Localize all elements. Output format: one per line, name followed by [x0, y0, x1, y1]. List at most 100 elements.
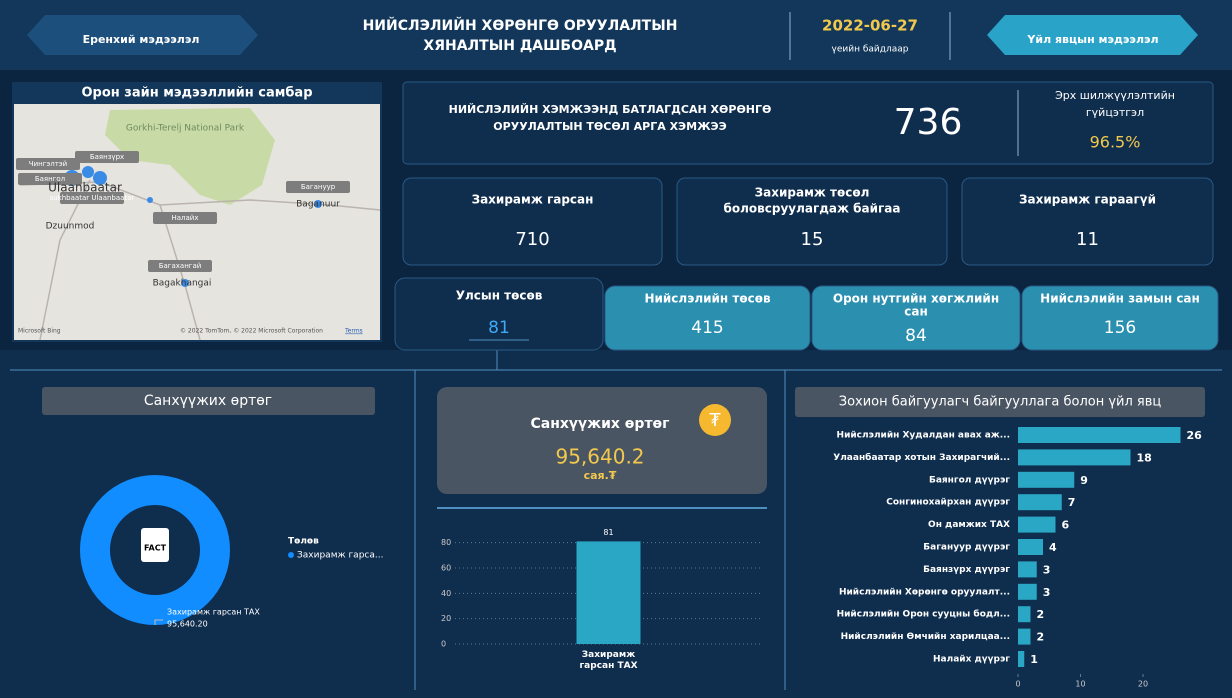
coin-symbol: ₮	[709, 410, 721, 431]
map-label: Baganuur	[296, 200, 340, 210]
legend-title: Төлөв	[288, 537, 319, 547]
tab-label: сан	[904, 305, 928, 319]
y-tick-label: Нийслэлийн Өмчийн харилцаа...	[841, 632, 1010, 642]
y-tick-label: Он дамжих ТАХ	[928, 520, 1010, 530]
map-brand: Microsoft Bing	[18, 328, 61, 335]
kpi-value: 710	[515, 229, 549, 250]
y-tick-label: Багануур дүүрэг	[923, 543, 1010, 553]
kpi-card	[403, 178, 662, 265]
kpi-label: Захирамж төсөл	[755, 186, 870, 200]
bar	[1018, 584, 1037, 600]
date-caption: үеийн байдлаар	[832, 45, 909, 55]
tab-value: 415	[691, 318, 723, 338]
value-label: 1	[1030, 653, 1038, 666]
kpi-card	[962, 178, 1213, 265]
y-tick-label: 0	[441, 640, 446, 649]
tab-label: Нийслэлийн төсөв	[644, 292, 771, 306]
value-label: 6	[1062, 519, 1070, 532]
x-tick-label: 20	[1138, 680, 1148, 689]
cost-title: Санхүүжих өртөг	[530, 416, 669, 432]
y-tick-label: Налайх дүүрэг	[933, 655, 1010, 665]
bar	[1018, 629, 1031, 645]
map-label: sukhbaatar Ulaanbaatar	[50, 194, 135, 202]
tab-value: 84	[905, 326, 927, 346]
map-label: Dzuunmod	[46, 222, 95, 232]
value-label: 9	[1080, 474, 1088, 487]
y-tick-label: Нийслэлийн Орон сууцны бодл...	[837, 609, 1010, 620]
map-label: Баянзүрх	[90, 153, 124, 161]
summary-label: НИЙСЛЭЛИЙН ХЭМЖЭЭНД БАТЛАГДСАН ХӨРӨНГӨ	[449, 103, 772, 116]
dashboard-title: ХЯНАЛТЫН ДАШБОАРД	[423, 38, 616, 54]
y-tick-label: Баянгол дүүрэг	[929, 475, 1010, 485]
map-credit: © 2022 TomTom, © 2022 Microsoft Corporat…	[180, 328, 323, 335]
cost-value: 95,640.2	[555, 445, 644, 469]
map-label: Багахангай	[159, 262, 202, 270]
value-label: 4	[1049, 541, 1057, 554]
summary-value: 736	[894, 102, 963, 143]
value-label: 26	[1187, 429, 1203, 442]
map-label: Чингэлтэй	[29, 160, 67, 168]
report-date: 2022-06-27	[822, 17, 918, 35]
y-tick-label: 80	[441, 538, 451, 547]
value-label: 3	[1043, 563, 1051, 576]
value-label: 7	[1068, 496, 1076, 509]
nav-label[interactable]: Үйл явцын мэдээлэл	[1026, 33, 1158, 46]
panel-title: Зохион байгуулагч байгууллага болон үйл …	[839, 395, 1162, 410]
legend-entry: Захирамж гарса...	[297, 551, 383, 561]
x-tick-label: Захирамж гарсан ТАХ	[579, 650, 639, 672]
bar	[1018, 517, 1056, 533]
map-terms[interactable]: Terms	[344, 328, 363, 335]
fact-text: FACT	[144, 544, 167, 553]
rate-value: 96.5%	[1090, 133, 1141, 152]
tab-label: Орон нутгийн хөгжлийн	[833, 292, 999, 306]
map-label: Налайх	[171, 214, 198, 222]
dashboard-title: НИЙСЛЭЛИЙН ХӨРӨНГӨ ОРУУЛАЛТЫН	[363, 17, 678, 34]
x-tick-label: 0	[1015, 680, 1020, 689]
kpi-label: Захирамж гарсан	[472, 193, 594, 207]
bar	[1018, 472, 1074, 488]
value-label: 3	[1043, 586, 1051, 599]
y-tick-label: Баянзүрх дүүрэг	[923, 565, 1010, 575]
kpi-label: боловсруулагдаж байгаа	[723, 202, 900, 216]
bar	[1018, 606, 1031, 622]
tab-label: Улсын төсөв	[456, 289, 543, 303]
y-tick-label: Нийслэлийн Хөрөнгө оруулалт...	[839, 587, 1010, 597]
y-tick-label: 20	[441, 614, 451, 623]
x-tick-label: 10	[1075, 680, 1085, 689]
panel-title: Санхүүжих өртөг	[144, 393, 272, 409]
kpi-value: 11	[1076, 229, 1099, 250]
tab-label: Нийслэлийн замын сан	[1040, 292, 1200, 306]
dashboard-canvas: Еренхий мэдээлэл Үйл явцын мэдээлэл 2022…	[0, 0, 1232, 698]
map-label: Bagakhangai	[153, 279, 212, 289]
tab-value: 156	[1104, 318, 1136, 338]
y-tick-label: Сонгинохайрхан дүүрэг	[886, 498, 1010, 508]
bar	[1018, 449, 1131, 465]
rate-label: Эрх шилжүүлэлтийн	[1055, 89, 1175, 102]
rate-label: гүйцэтгэл	[1086, 106, 1144, 119]
cost-unit: сая.₮	[584, 469, 617, 482]
y-tick-label: Нийслэлийн Худалдан авах аж...	[837, 431, 1010, 441]
bar	[1018, 539, 1043, 555]
kpi-label: Захирамж гараагүй	[1019, 193, 1156, 207]
kpi-value: 15	[801, 229, 824, 250]
value-label: 2	[1037, 631, 1045, 644]
bar	[577, 541, 641, 644]
map-label: Багануур	[301, 183, 336, 191]
y-tick-label: Улаанбаатар хотын Захирагчий...	[833, 452, 1010, 463]
bar	[1018, 561, 1037, 577]
dashboard: Еренхий мэдээлэл Үйл явцын мэдээлэл 2022…	[0, 0, 1232, 698]
donut-value-label: 95,640.20	[167, 620, 208, 629]
tab-value: 81	[488, 318, 510, 338]
legend-dot	[288, 552, 294, 558]
value-label: 18	[1137, 451, 1152, 464]
bar	[1018, 651, 1024, 667]
map-label: Gorkhi-Terelj National Park	[126, 124, 245, 134]
nav-label[interactable]: Еренхий мэдээлэл	[83, 33, 200, 46]
map-title: Орон зайн мэдээллийн самбар	[81, 86, 312, 101]
y-tick-label: 40	[441, 589, 451, 598]
summary-label: ОРУУЛАЛТЫН ТӨСӨЛ АРГА ХЭМЖЭЭ	[493, 120, 726, 133]
bar	[1018, 427, 1181, 443]
bar	[1018, 494, 1062, 510]
value-label: 2	[1037, 608, 1045, 621]
value-label: 81	[603, 528, 613, 537]
